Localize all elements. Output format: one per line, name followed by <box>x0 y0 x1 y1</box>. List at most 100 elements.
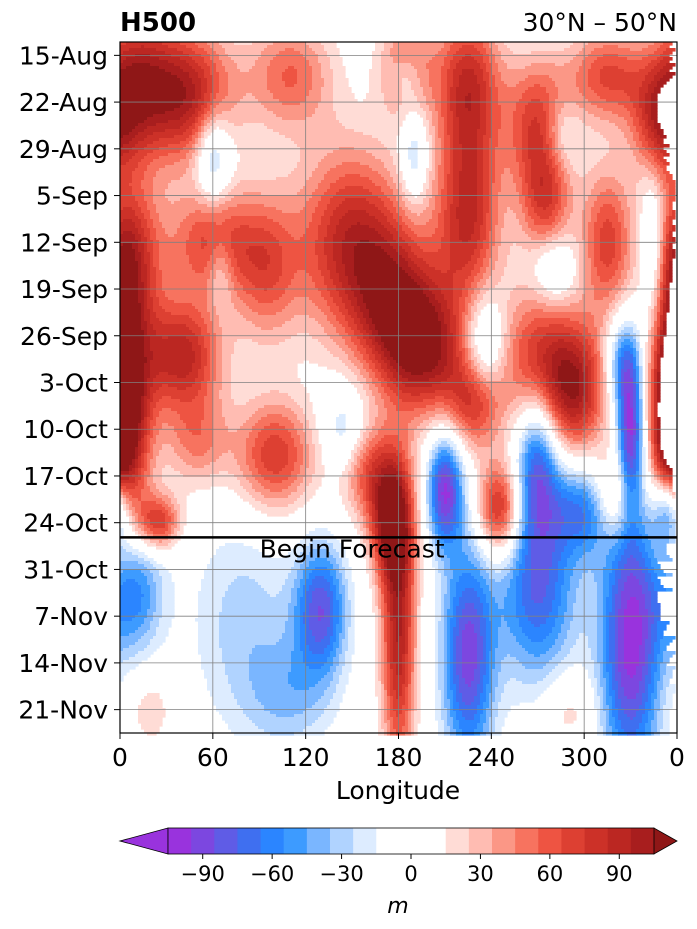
contour-cell <box>420 102 427 106</box>
contour-cell <box>222 360 232 364</box>
contour-cell <box>483 180 490 184</box>
contour-cell <box>207 51 217 55</box>
contour-cell <box>447 102 451 106</box>
contour-cell <box>225 129 274 133</box>
contour-cell <box>384 237 394 241</box>
contour-cell <box>384 48 391 52</box>
contour-cell <box>312 87 322 91</box>
contour-cell <box>546 237 559 241</box>
contour-cell <box>588 72 601 76</box>
contour-cell <box>135 255 142 259</box>
contour-cell <box>651 360 655 364</box>
contour-cell <box>201 54 211 58</box>
contour-cell <box>615 123 628 127</box>
contour-cell <box>504 339 511 343</box>
contour-cell <box>120 264 139 268</box>
contour-cell <box>402 81 412 85</box>
contour-cell <box>579 357 586 361</box>
contour-cell <box>192 138 196 142</box>
contour-cell <box>651 69 661 73</box>
contour-cell <box>489 189 493 193</box>
contour-cell <box>141 306 145 310</box>
contour-cell <box>363 366 370 370</box>
contour-cell <box>120 261 139 265</box>
contour-cell <box>426 102 436 106</box>
contour-cell <box>591 363 595 367</box>
contour-cell <box>411 219 430 223</box>
contour-cell <box>498 306 508 310</box>
contour-cell <box>531 162 547 166</box>
contour-cell <box>579 282 586 286</box>
contour-cell <box>483 207 490 211</box>
contour-cell <box>285 306 319 310</box>
contour-cell <box>150 369 193 373</box>
contour-cell <box>165 291 208 295</box>
contour-cell <box>219 204 238 208</box>
contour-cell <box>123 135 136 139</box>
contour-cell <box>663 207 667 211</box>
contour-cell <box>489 153 496 157</box>
contour-cell <box>447 177 454 181</box>
contour-cell <box>195 123 202 127</box>
contour-cell <box>618 369 622 373</box>
contour-cell <box>594 315 604 319</box>
contour-cell <box>426 126 430 130</box>
contour-cell <box>153 357 196 361</box>
contour-cell <box>651 189 658 193</box>
contour-cell <box>165 51 184 55</box>
contour-cell <box>237 339 253 343</box>
contour-cell <box>456 345 460 349</box>
contour-cell <box>588 342 595 346</box>
contour-cell <box>645 66 655 70</box>
contour-cell <box>192 171 199 175</box>
contour-cell <box>492 51 502 55</box>
contour-cell <box>315 318 328 322</box>
contour-cell <box>336 231 346 235</box>
contour-cell <box>459 336 463 340</box>
contour-cell <box>192 66 202 70</box>
contour-cell <box>507 303 520 307</box>
contour-cell <box>222 45 268 49</box>
contour-cell <box>663 237 667 241</box>
contour-cell <box>360 162 385 166</box>
contour-cell <box>480 231 487 235</box>
contour-cell <box>501 279 538 283</box>
contour-cell <box>486 249 493 253</box>
contour-cell <box>309 222 322 226</box>
contour-cell <box>594 357 598 361</box>
contour-cell <box>477 81 487 85</box>
contour-cell <box>342 372 355 376</box>
contour-cell <box>450 225 460 229</box>
contour-cell <box>312 69 322 73</box>
contour-cell <box>459 81 478 85</box>
contour-cell <box>600 333 607 337</box>
contour-cell <box>186 90 196 94</box>
contour-cell <box>564 297 583 301</box>
contour-cell <box>408 243 418 247</box>
contour-cell <box>576 258 580 262</box>
contour-cell <box>468 333 472 337</box>
contour-cell <box>669 237 673 241</box>
contour-cell <box>501 234 529 238</box>
contour-cell <box>120 177 133 181</box>
contour-cell <box>141 276 148 280</box>
contour-cell <box>492 249 499 253</box>
contour-cell <box>378 195 388 199</box>
contour-cell <box>255 63 271 67</box>
contour-cell <box>384 351 391 355</box>
contour-cell <box>594 48 631 52</box>
contour-cell <box>150 258 154 262</box>
contour-cell <box>573 198 589 202</box>
contour-cell <box>498 222 505 226</box>
contour-cell <box>582 48 595 52</box>
contour-cell <box>276 177 310 181</box>
contour-cell <box>483 141 490 145</box>
contour-cell <box>408 234 418 238</box>
contour-cell <box>594 246 601 250</box>
contour-cell <box>639 162 652 166</box>
contour-cell <box>495 42 505 46</box>
contour-cell <box>432 192 439 196</box>
contour-cell <box>624 192 637 196</box>
contour-cell <box>621 330 634 334</box>
contour-cell <box>576 264 580 268</box>
